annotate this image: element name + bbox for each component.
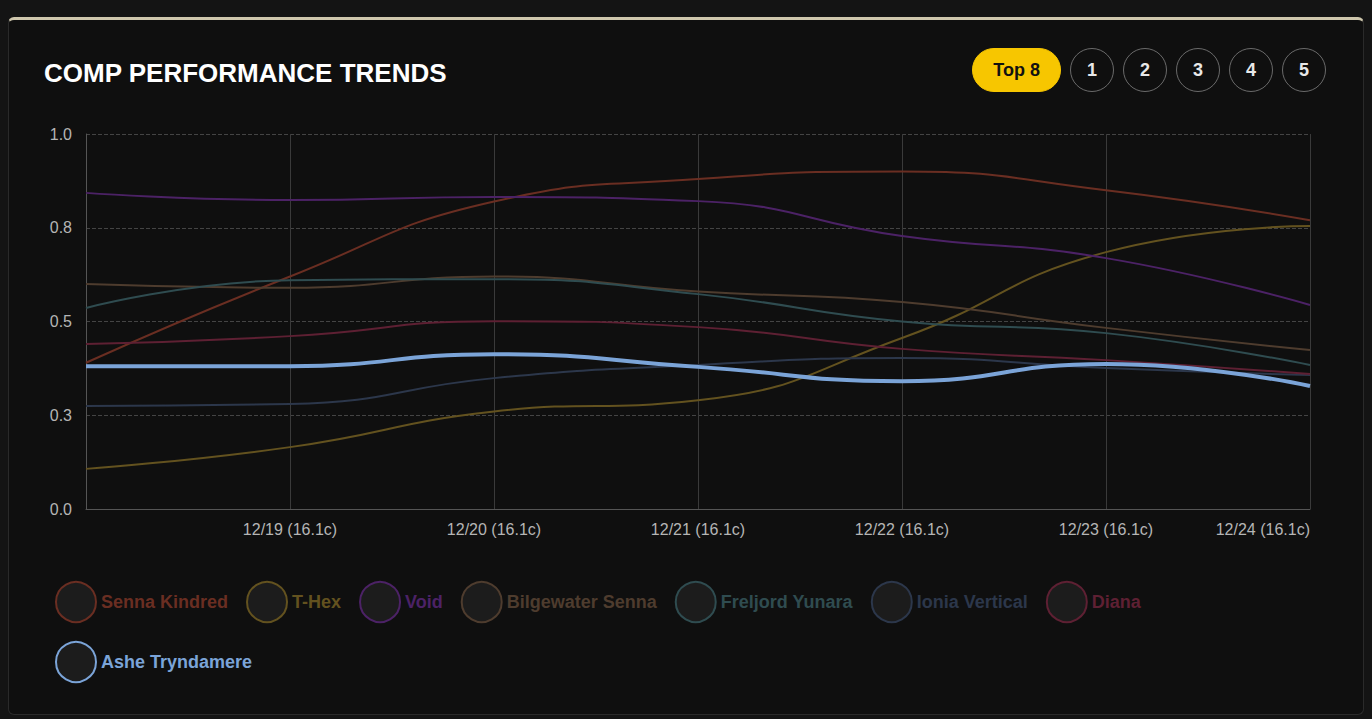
svg-text:Diana: Diana bbox=[1092, 592, 1142, 612]
svg-text:T-Hex: T-Hex bbox=[292, 592, 341, 612]
svg-text:12/19 (16.1c): 12/19 (16.1c) bbox=[243, 521, 337, 538]
svg-text:0.0: 0.0 bbox=[50, 501, 72, 518]
svg-text:12/22 (16.1c): 12/22 (16.1c) bbox=[855, 521, 949, 538]
svg-text:12/23 (16.1c): 12/23 (16.1c) bbox=[1059, 521, 1153, 538]
html-text:4: 4 bbox=[1246, 59, 1256, 80]
html-text:2: 2 bbox=[1140, 59, 1150, 80]
svg-text:12/21 (16.1c): 12/21 (16.1c) bbox=[651, 521, 745, 538]
svg-text:Void: Void bbox=[405, 592, 443, 612]
svg-text:Ionia Vertical: Ionia Vertical bbox=[917, 592, 1028, 612]
svg-text:Freljord Yunara: Freljord Yunara bbox=[721, 592, 854, 612]
svg-text:0.5: 0.5 bbox=[50, 313, 72, 330]
svg-text:Senna Kindred: Senna Kindred bbox=[101, 592, 228, 612]
svg-text:1.0: 1.0 bbox=[50, 126, 72, 143]
svg-text:Ashe Tryndamere: Ashe Tryndamere bbox=[101, 652, 252, 672]
html-text:1: 1 bbox=[1087, 59, 1097, 80]
svg-text:12/24 (16.1c): 12/24 (16.1c) bbox=[1216, 521, 1310, 538]
svg-text:Bilgewater Senna: Bilgewater Senna bbox=[507, 592, 658, 612]
svg-text:COMP PERFORMANCE TRENDS: COMP PERFORMANCE TRENDS bbox=[44, 58, 447, 88]
html-text:5: 5 bbox=[1299, 59, 1309, 80]
svg-text:12/20 (16.1c): 12/20 (16.1c) bbox=[447, 521, 541, 538]
html-text:3: 3 bbox=[1193, 59, 1203, 80]
html-text:Top 8: Top 8 bbox=[993, 59, 1040, 80]
svg-text:0.3: 0.3 bbox=[50, 407, 72, 424]
svg-text:0.8: 0.8 bbox=[50, 219, 72, 236]
